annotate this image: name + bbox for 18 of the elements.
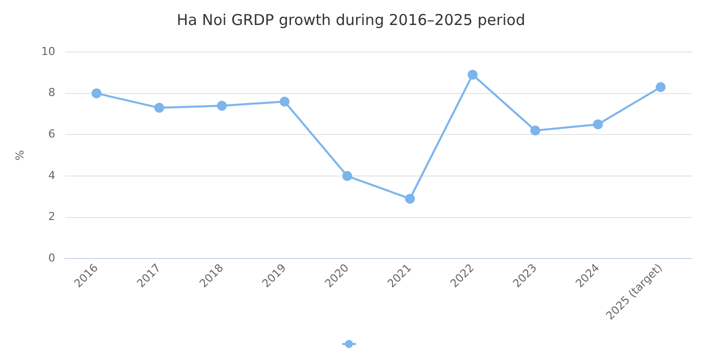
point [468,70,478,80]
point [216,100,227,111]
point [656,82,666,92]
point [92,88,102,98]
y-tick-label: 6 [48,128,56,141]
y-tick-label: 2 [48,210,56,224]
y-tick-label: 4 [48,168,56,182]
y-tick-label: 0 [48,252,56,265]
point [404,194,415,204]
point [280,96,290,107]
y-tick-label: 8 [48,86,56,100]
point [530,126,540,136]
point [342,171,352,182]
point [592,119,603,130]
chart-title: Ha Noi GRDP growth during 2016–2025 period [176,10,526,29]
point [154,102,164,113]
y-axis-title: % [13,150,26,161]
y-tick-label: 10 [41,44,56,58]
